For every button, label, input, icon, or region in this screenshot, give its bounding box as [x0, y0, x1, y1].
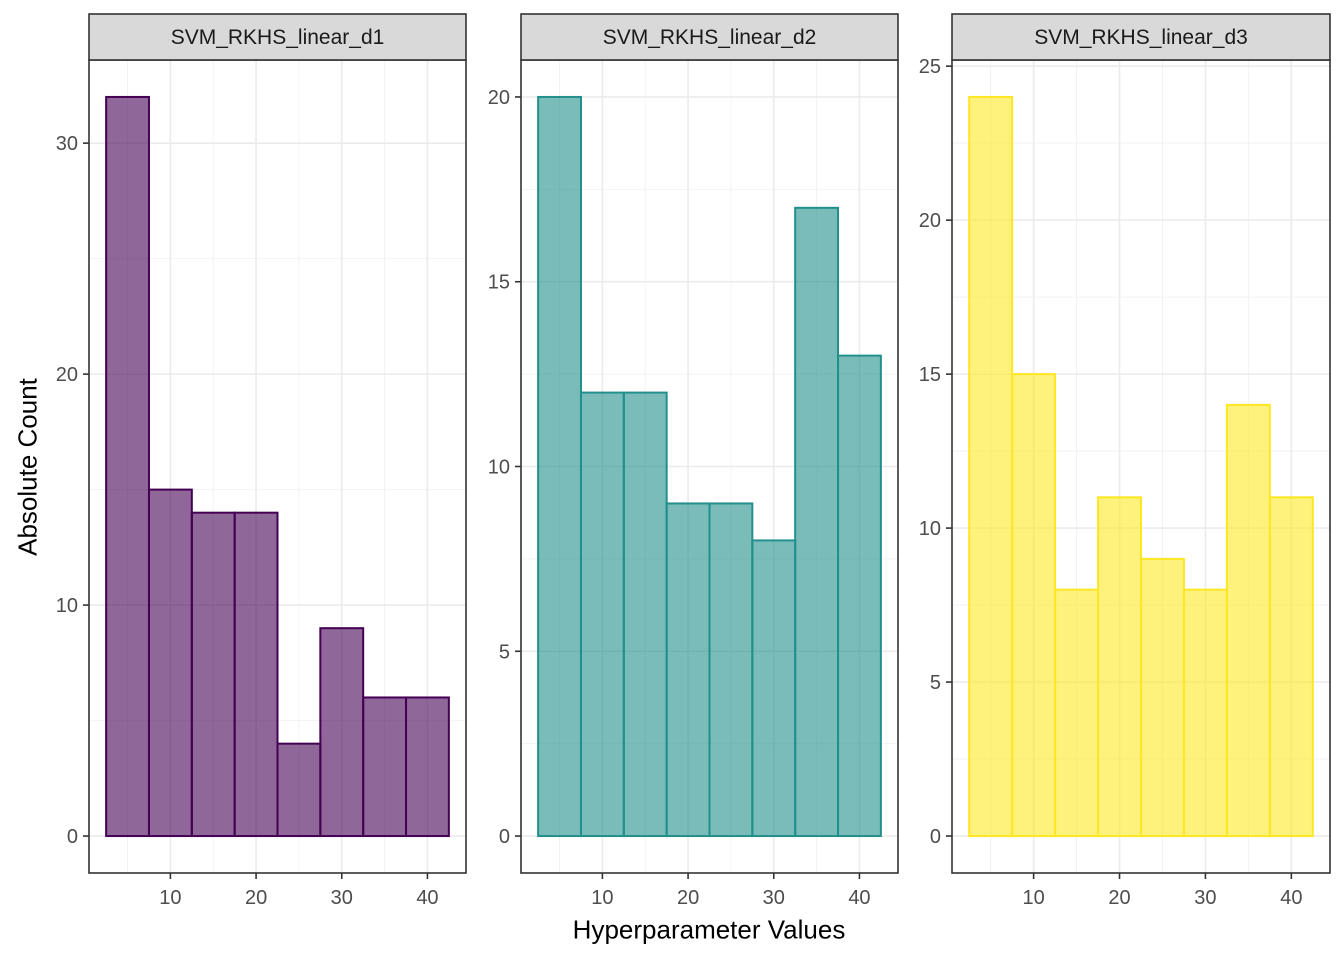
x-tick-label: 20	[1108, 887, 1130, 909]
histogram-bar	[1182, 588, 1228, 838]
y-axis-title: Absolute Count	[12, 378, 43, 556]
x-tick-label: 40	[848, 887, 870, 909]
x-tick-label: 40	[1280, 887, 1302, 909]
histogram-bar	[968, 95, 1014, 838]
histogram-bar	[579, 391, 625, 838]
x-tick-label: 30	[763, 887, 785, 909]
facet-strip	[520, 13, 899, 61]
histogram-bar	[1140, 557, 1185, 838]
x-tick-label: 10	[159, 887, 181, 909]
x-tick-label: 20	[677, 887, 699, 909]
y-tick-label: 30	[56, 133, 78, 155]
x-tick-label: 40	[416, 887, 438, 909]
histogram-bar	[837, 354, 882, 838]
x-axis-title: Hyperparameter Values	[572, 914, 846, 945]
histogram-bar	[105, 95, 150, 838]
y-tick-label: 5	[499, 641, 510, 663]
histogram-bar	[1011, 373, 1057, 838]
y-tick-label: 20	[919, 210, 941, 232]
y-tick-label: 0	[930, 826, 941, 848]
facet-strip	[88, 13, 467, 61]
y-tick-label: 0	[499, 826, 510, 848]
histogram-bar	[1268, 496, 1314, 838]
histogram-bar	[147, 488, 193, 838]
y-tick-label: 20	[56, 364, 78, 386]
histogram-bar	[708, 502, 754, 838]
histogram-bar	[622, 391, 668, 838]
y-tick-label: 0	[67, 826, 78, 848]
facet-strip	[951, 13, 1331, 61]
y-tick-label: 15	[919, 364, 941, 386]
histogram-bar	[276, 742, 322, 838]
facet-panel-3: SVM_RKHS_linear_d3 10 20 30 40 0 5 10 15 20 25	[919, 13, 1331, 909]
y-tick-label: 20	[488, 87, 510, 109]
facet-panel-1: SVM_RKHS_linear_d1 10 20 30 40 0 10 20 30	[56, 13, 467, 909]
x-tick-label: 30	[331, 887, 353, 909]
histogram-bar	[319, 627, 365, 838]
histogram-bar	[362, 696, 408, 838]
histogram-bar	[190, 511, 236, 838]
histogram-bar	[751, 539, 797, 838]
facet-panel-2: SVM_RKHS_linear_d2 10 20 30 40 0 5 10 15 20	[488, 13, 899, 909]
x-tick-label: 30	[1194, 887, 1216, 909]
y-tick-label: 5	[930, 672, 941, 694]
y-tick-label: 25	[919, 56, 941, 78]
histogram-bar	[537, 95, 582, 838]
facet-strip-label: SVM_RKHS_linear_d1	[171, 26, 385, 49]
histogram-bar	[1097, 496, 1142, 838]
facet-strip-label: SVM_RKHS_linear_d2	[603, 26, 817, 49]
histogram-bar	[665, 502, 711, 838]
facet-strip-label: SVM_RKHS_linear_d3	[1034, 26, 1248, 49]
histogram-bar	[233, 511, 279, 838]
y-tick-label: 10	[919, 518, 941, 540]
y-tick-label: 10	[56, 595, 78, 617]
histogram-bar	[794, 206, 840, 838]
x-tick-label: 10	[1022, 887, 1044, 909]
histogram-bar	[405, 696, 450, 838]
x-tick-label: 20	[245, 887, 267, 909]
x-tick-label: 10	[591, 887, 613, 909]
histogram-bar	[1225, 403, 1271, 838]
histogram-bar	[1054, 588, 1100, 838]
y-tick-label: 10	[488, 457, 510, 479]
y-tick-label: 15	[488, 272, 510, 294]
